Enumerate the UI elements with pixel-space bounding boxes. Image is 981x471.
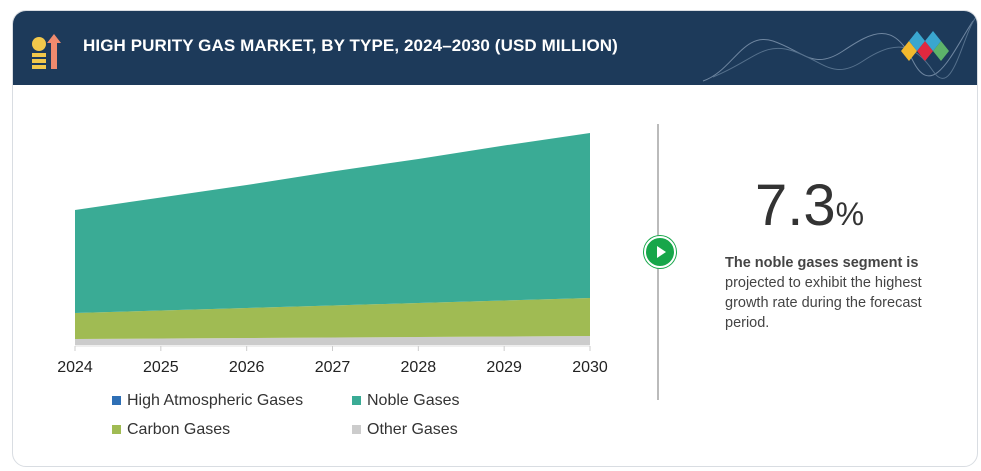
x-tick-label: 2026: [229, 359, 265, 376]
header: HIGH PURITY GAS MARKET, BY TYPE, 2024–20…: [13, 11, 977, 85]
legend-item: Noble Gases: [352, 392, 460, 410]
play-icon[interactable]: [644, 236, 676, 268]
callout-text: The noble gases segment is projected to …: [725, 255, 922, 331]
x-tick-label: 2027: [315, 359, 351, 376]
growth-rate: 7.3%: [755, 173, 865, 238]
area-carbon-gases: [75, 298, 590, 339]
header-decoration: [32, 15, 977, 82]
x-tick-label: 2029: [486, 359, 522, 376]
area-noble-gases: [75, 133, 590, 313]
chart-title: HIGH PURITY GAS MARKET, BY TYPE, 2024–20…: [83, 36, 618, 55]
x-tick-label: 2028: [401, 359, 437, 376]
money-growth-icon: [32, 34, 61, 69]
brand-logo-icon: [901, 31, 949, 61]
legend-item: Carbon Gases: [112, 421, 230, 439]
x-tick-label: 2030: [572, 359, 608, 376]
legend-item: Other Gases: [352, 421, 458, 439]
x-tick-label: 2025: [143, 359, 179, 376]
x-tick-label: 2024: [57, 359, 93, 376]
legend-item: High Atmospheric Gases: [112, 392, 303, 410]
